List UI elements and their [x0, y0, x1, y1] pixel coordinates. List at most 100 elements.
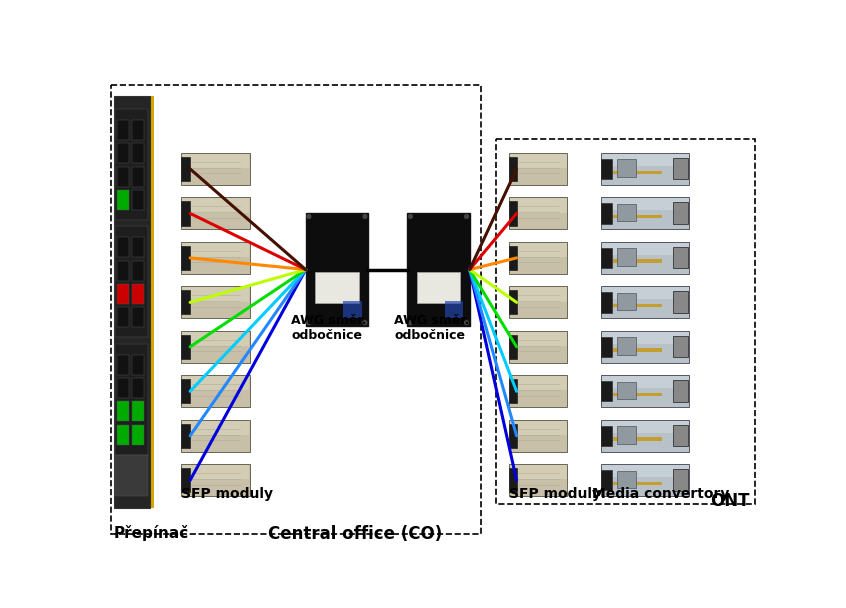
Bar — [117, 120, 129, 140]
Bar — [509, 290, 517, 314]
Bar — [117, 307, 129, 327]
Bar — [509, 286, 568, 318]
Bar — [315, 272, 359, 303]
Bar — [613, 260, 662, 263]
Text: AWG směr.
odbočnice: AWG směr. odbočnice — [394, 314, 470, 342]
Text: Media convertory: Media convertory — [592, 488, 729, 502]
Bar — [117, 190, 129, 210]
Bar — [182, 376, 250, 390]
Bar — [111, 85, 481, 534]
Circle shape — [409, 321, 412, 325]
Bar — [181, 335, 190, 359]
Bar — [601, 153, 689, 185]
Bar — [417, 272, 460, 303]
Bar — [509, 331, 568, 363]
Bar — [510, 287, 567, 302]
Bar — [509, 465, 568, 496]
Bar — [613, 215, 662, 218]
Bar — [181, 246, 190, 270]
Circle shape — [307, 321, 310, 325]
Bar — [509, 198, 568, 229]
Bar — [181, 424, 190, 448]
Bar — [601, 331, 689, 363]
Bar — [601, 198, 689, 229]
Bar — [132, 261, 144, 281]
Bar — [132, 354, 144, 375]
Bar — [343, 301, 362, 318]
Bar — [617, 293, 636, 310]
Bar — [509, 157, 517, 181]
Bar — [181, 201, 190, 226]
Circle shape — [464, 215, 469, 218]
Bar — [115, 109, 148, 220]
Bar — [132, 143, 144, 163]
Bar — [182, 421, 250, 435]
Bar — [601, 242, 689, 274]
Bar — [181, 375, 250, 407]
Bar — [613, 170, 662, 174]
Bar — [115, 344, 148, 455]
Text: AWG směr.
odbočnice: AWG směr. odbočnice — [291, 314, 367, 342]
Bar — [117, 425, 129, 445]
Bar — [673, 469, 688, 491]
Circle shape — [363, 215, 367, 218]
Bar — [132, 307, 144, 327]
Bar — [181, 465, 250, 496]
Circle shape — [409, 215, 412, 218]
Bar — [613, 437, 662, 441]
Bar — [510, 332, 567, 346]
Bar — [510, 421, 567, 435]
Bar — [602, 154, 689, 166]
Bar — [117, 261, 129, 281]
Bar — [602, 376, 689, 389]
Bar — [510, 465, 567, 480]
Bar — [602, 243, 689, 255]
Bar — [117, 143, 129, 163]
Bar — [673, 202, 688, 224]
Bar — [601, 470, 613, 491]
Bar — [117, 378, 129, 398]
Bar — [510, 243, 567, 257]
Bar — [117, 284, 129, 304]
Bar — [509, 153, 568, 185]
Bar — [117, 401, 129, 421]
Bar — [182, 332, 250, 346]
Bar — [132, 167, 144, 187]
Bar — [509, 468, 517, 492]
Bar — [132, 190, 144, 210]
Bar — [601, 203, 613, 224]
Bar — [601, 247, 613, 268]
Bar — [673, 336, 688, 358]
Bar — [602, 332, 689, 344]
Bar — [509, 379, 517, 403]
Bar — [510, 154, 567, 168]
Bar — [407, 213, 470, 326]
Bar — [182, 287, 250, 302]
Bar — [181, 242, 250, 274]
Text: Přepínač: Přepínač — [113, 525, 189, 541]
Bar — [601, 426, 613, 446]
Bar — [305, 213, 368, 326]
Bar — [510, 376, 567, 390]
Bar — [181, 286, 250, 318]
Bar — [115, 455, 148, 496]
Bar — [132, 284, 144, 304]
Bar — [181, 420, 250, 452]
Bar — [617, 426, 636, 444]
Bar — [181, 153, 250, 185]
Bar — [601, 159, 613, 179]
Bar — [613, 482, 662, 485]
Text: SFP moduly: SFP moduly — [181, 488, 273, 502]
Bar — [601, 337, 613, 357]
Bar — [617, 382, 636, 399]
Bar — [602, 287, 689, 299]
Bar — [509, 424, 517, 448]
Bar — [182, 198, 250, 213]
Bar — [601, 465, 689, 496]
Text: SFP moduly: SFP moduly — [509, 488, 601, 502]
Bar — [496, 139, 755, 503]
Bar — [602, 198, 689, 210]
Bar — [181, 379, 190, 403]
Bar — [445, 301, 464, 318]
Bar — [132, 120, 144, 140]
